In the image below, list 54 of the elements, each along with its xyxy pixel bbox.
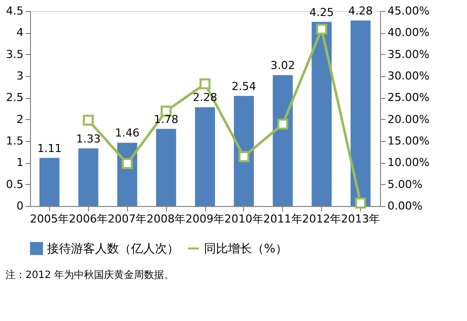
x-tick-label: 2013年 [341, 212, 380, 226]
point [82, 114, 94, 126]
point [238, 151, 250, 162]
point [122, 158, 133, 170]
data-label: 1.46 [114, 126, 140, 140]
x-tick-label: 2009年 [186, 212, 224, 226]
y-tick-label: 1.5 [6, 134, 24, 148]
data-label: 4.28 [348, 4, 373, 18]
y-tick-label: 2 [16, 112, 24, 126]
data-label: 1.11 [37, 142, 62, 155]
bar [78, 148, 98, 206]
x-tick-label: 2008年 [146, 212, 186, 226]
bar [272, 75, 293, 206]
y-tick-label: 0 [16, 200, 24, 212]
data-label: 4.25 [309, 6, 334, 19]
y2-tick-label: 25.00% [388, 91, 430, 104]
y-tick-label: 0.5 [6, 178, 24, 191]
y-tick-label: 4.5 [6, 4, 24, 18]
y-tick-label: 4 [16, 26, 24, 40]
y2-tick-label: 5.00% [388, 178, 422, 191]
data-label: 1.33 [76, 132, 101, 146]
y2-tick-label: 35.00% [388, 48, 430, 61]
point [355, 197, 366, 208]
point [200, 78, 210, 90]
x-tick-label: 2012年 [302, 212, 342, 226]
y-tick-label: 3 [16, 70, 24, 82]
bar [350, 20, 371, 206]
y2-tick-label: 10.00% [388, 156, 430, 170]
bar [312, 22, 332, 206]
data-label: 3.02 [270, 59, 296, 72]
x-tick-label: 2005年 [30, 212, 69, 226]
bar [156, 128, 176, 206]
y-tick-label: 3.5 [6, 48, 24, 61]
x-tick-label: 2006年 [68, 212, 108, 226]
legend-label: 同比增长（%） [204, 242, 288, 256]
x-tick-label: 2010年 [224, 212, 264, 226]
y2-tick-label: 0.00% [388, 200, 422, 212]
x-tick-label: 2007年 [108, 212, 147, 226]
legend-label: 接待游客人数（亿人次） [47, 242, 179, 256]
y2-tick-label: 40.00% [388, 26, 430, 40]
x-tick-label: 2011年 [263, 212, 302, 226]
y2-tick-label: 30.00% [388, 70, 430, 82]
bar [234, 96, 254, 206]
bar [195, 107, 215, 206]
y2-tick-label: 15.00% [388, 134, 430, 148]
y-tick-label: 2.5 [6, 91, 24, 104]
y2-tick-label: 20.00% [388, 112, 430, 126]
point [316, 24, 328, 35]
point [277, 118, 288, 130]
data-label: 2.54 [232, 80, 256, 93]
y-tick-label: 1 [16, 156, 24, 170]
bar [39, 158, 60, 206]
text: 注：2012 年为中秋国庆黄金周数据。 [6, 269, 174, 281]
y2-tick-label: 45.00% [388, 4, 430, 18]
